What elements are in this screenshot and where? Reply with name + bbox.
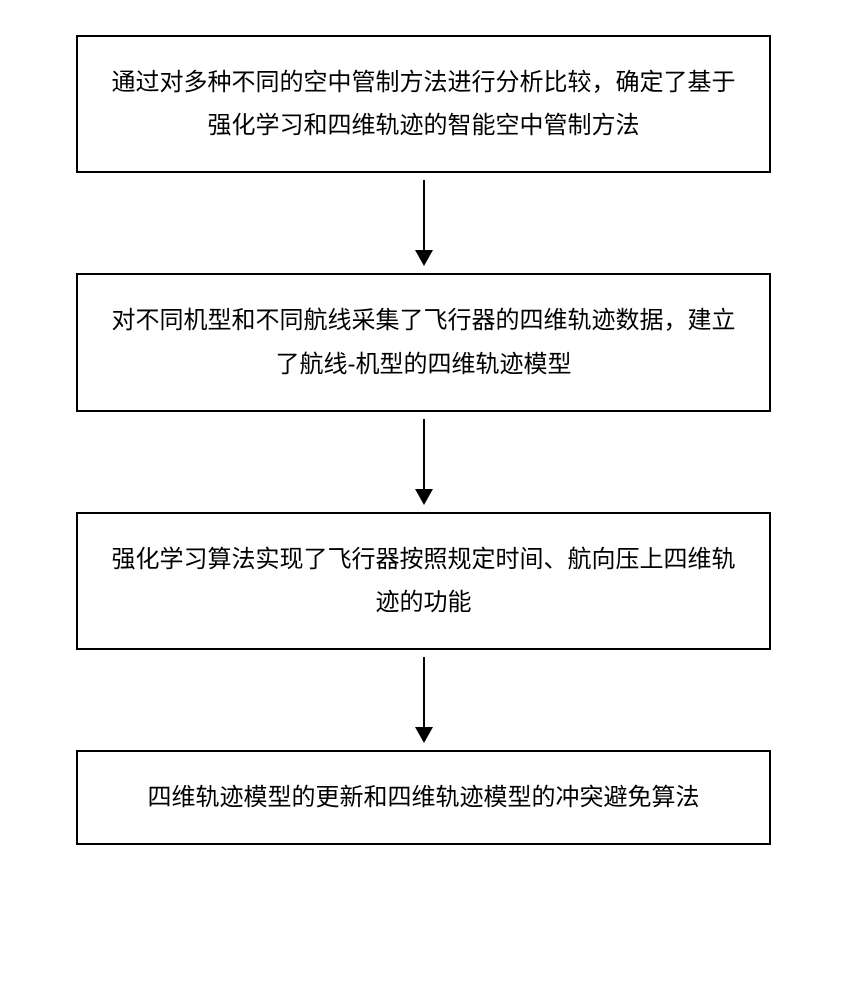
arrow-head-icon bbox=[415, 250, 433, 266]
arrow-2-to-3 bbox=[415, 412, 433, 512]
arrow-head-icon bbox=[415, 489, 433, 505]
flowchart-container: 通过对多种不同的空中管制方法进行分析比较，确定了基于强化学习和四维轨迹的智能空中… bbox=[0, 0, 847, 845]
arrow-line bbox=[423, 419, 425, 489]
arrow-3-to-4 bbox=[415, 650, 433, 750]
arrow-line bbox=[423, 657, 425, 727]
flowchart-box-step2: 对不同机型和不同航线采集了飞行器的四维轨迹数据，建立了航线-机型的四维轨迹模型 bbox=[76, 273, 771, 411]
flowchart-box-step3: 强化学习算法实现了飞行器按照规定时间、航向压上四维轨迹的功能 bbox=[76, 512, 771, 650]
flowchart-box-step1: 通过对多种不同的空中管制方法进行分析比较，确定了基于强化学习和四维轨迹的智能空中… bbox=[76, 35, 771, 173]
step1-text: 通过对多种不同的空中管制方法进行分析比较，确定了基于强化学习和四维轨迹的智能空中… bbox=[108, 61, 739, 147]
flowchart-box-step4: 四维轨迹模型的更新和四维轨迹模型的冲突避免算法 bbox=[76, 750, 771, 845]
arrow-head-icon bbox=[415, 727, 433, 743]
step3-text: 强化学习算法实现了飞行器按照规定时间、航向压上四维轨迹的功能 bbox=[108, 538, 739, 624]
step2-text: 对不同机型和不同航线采集了飞行器的四维轨迹数据，建立了航线-机型的四维轨迹模型 bbox=[108, 299, 739, 385]
step4-text: 四维轨迹模型的更新和四维轨迹模型的冲突避免算法 bbox=[148, 776, 700, 819]
arrow-1-to-2 bbox=[415, 173, 433, 273]
arrow-line bbox=[423, 180, 425, 250]
